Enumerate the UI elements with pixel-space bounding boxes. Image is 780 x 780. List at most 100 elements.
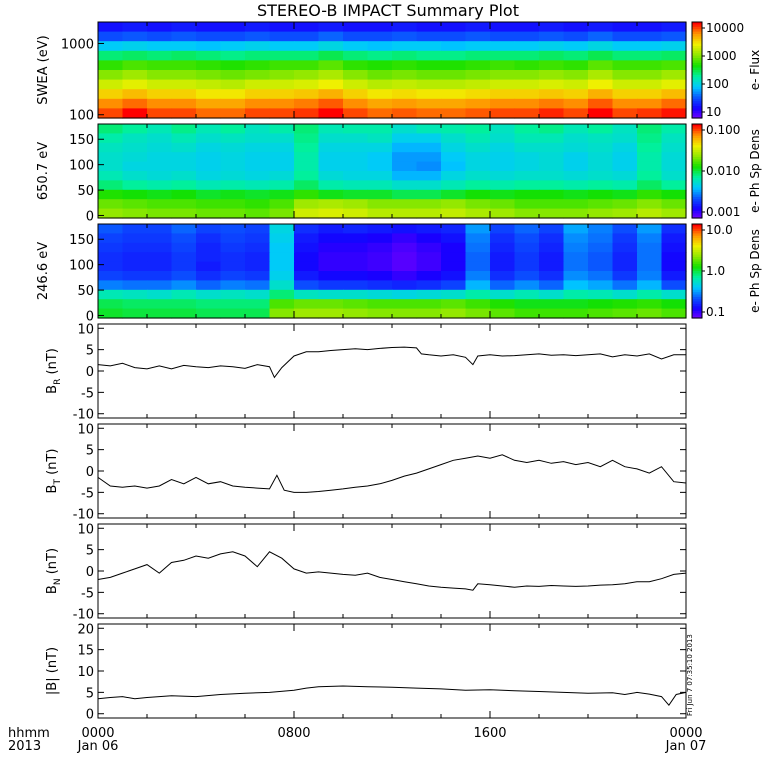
- heatmap-cell: [245, 50, 271, 61]
- heatmap-cell: [343, 180, 369, 191]
- heatmap-cell: [441, 271, 467, 281]
- heatmap-cell: [490, 271, 516, 281]
- heatmap-cell: [98, 233, 124, 244]
- heatmap-cell: [661, 189, 687, 200]
- y-tick-label: 5: [86, 544, 94, 559]
- heatmap-cell: [465, 189, 491, 200]
- heatmap-cell: [269, 70, 295, 81]
- colorbar-segment: [692, 245, 702, 249]
- heatmap-cell: [294, 133, 320, 144]
- colorbar-segment: [692, 67, 702, 71]
- heatmap-cell: [661, 31, 687, 42]
- heatmap-cell: [294, 108, 320, 119]
- heatmap-cell: [563, 22, 589, 33]
- heatmap-cell: [637, 189, 663, 200]
- heatmap-cell: [294, 208, 320, 219]
- heatmap-cell: [294, 233, 320, 244]
- heatmap-cell: [367, 199, 393, 210]
- panel-pad_650: 0.100 0.010 0.001 e- Ph Sp Dens 150 100 50 0 650…: [36, 123, 762, 224]
- heatmap-cell: [661, 89, 687, 100]
- heatmap-cell: [490, 299, 516, 310]
- heatmap-cell: [490, 98, 516, 109]
- heatmap-cell: [343, 161, 369, 172]
- heatmap-cell: [539, 22, 565, 33]
- y-label-subscript: T: [53, 479, 63, 486]
- heatmap-cell: [343, 98, 369, 109]
- y-tick-label: 0: [86, 209, 94, 224]
- heatmap-cell: [220, 70, 246, 81]
- colorbar-segment: [692, 101, 702, 105]
- heatmap-cell: [637, 161, 663, 172]
- heatmap-cell: [245, 242, 271, 253]
- heatmap-cell: [367, 98, 393, 109]
- heatmap-cell: [245, 89, 271, 100]
- heatmap-cell: [343, 189, 369, 200]
- y-tick-label: 10: [77, 422, 94, 437]
- heatmap-cell: [588, 124, 614, 134]
- heatmap-cell: [392, 271, 418, 281]
- colorbar-segment: [692, 242, 702, 246]
- heatmap-cell: [367, 60, 393, 71]
- heatmap-cell: [465, 308, 491, 319]
- heatmap-cell: [196, 242, 222, 253]
- colorbar-segment: [692, 296, 702, 300]
- heatmap-cell: [343, 289, 369, 300]
- heatmap-cell: [465, 79, 491, 90]
- heatmap-cell: [147, 171, 173, 181]
- heatmap-cell: [147, 108, 173, 119]
- colorbar-segment: [692, 287, 702, 291]
- heatmap-cell: [122, 41, 148, 52]
- heatmap-cell: [612, 124, 638, 134]
- heatmap-cell: [147, 242, 173, 253]
- heatmap-cell: [441, 142, 467, 153]
- heatmap-cell: [269, 242, 295, 253]
- heatmap-cell: [612, 189, 638, 200]
- heatmap-cell: [563, 208, 589, 219]
- heatmap-cell: [392, 280, 418, 291]
- colorbar-segment: [692, 166, 702, 170]
- heatmap-cell: [245, 22, 271, 33]
- heatmap-cell: [98, 108, 124, 119]
- heatmap-cell: [392, 31, 418, 42]
- heatmap-cell: [98, 180, 124, 191]
- heatmap-cell: [122, 224, 148, 234]
- heatmap-cell: [416, 189, 442, 200]
- heatmap-cell: [514, 252, 540, 263]
- colorbar-tick-label: 10.0: [706, 223, 733, 237]
- heatmap-cell: [563, 199, 589, 210]
- heatmap-cell: [220, 289, 246, 300]
- heatmap-cell: [612, 133, 638, 144]
- heatmap-cell: [539, 199, 565, 210]
- heatmap-cell: [490, 308, 516, 319]
- heatmap-cell: [269, 31, 295, 42]
- heatmap-cell: [269, 180, 295, 191]
- heatmap-cell: [563, 108, 589, 119]
- heatmap-cell: [98, 41, 124, 52]
- heatmap-cell: [514, 171, 540, 181]
- heatmap-cell: [220, 299, 246, 310]
- heatmap-cell: [661, 180, 687, 191]
- timestamp-stamp: Fri Jun 7 07:35:10 2013: [686, 634, 694, 716]
- heatmap-cell: [367, 41, 393, 52]
- panel-bn: 10 5 0 -5 -10 BN (nT): [45, 522, 687, 623]
- heatmap-cell: [514, 79, 540, 90]
- heatmap-cell: [514, 308, 540, 319]
- heatmap-cell: [441, 224, 467, 234]
- heatmap-cell: [637, 70, 663, 81]
- heatmap-cell: [490, 142, 516, 153]
- heatmap-cell: [465, 299, 491, 310]
- colorbar-segment: [692, 226, 702, 230]
- heatmap-cell: [245, 41, 271, 52]
- heatmap-cell: [563, 224, 589, 234]
- heatmap-cell: [171, 242, 197, 253]
- heatmap-cell: [343, 152, 369, 163]
- heatmap-cell: [392, 233, 418, 244]
- heatmap-cell: [269, 224, 295, 234]
- heatmap-cell: [343, 79, 369, 90]
- heatmap-cell: [416, 70, 442, 81]
- heatmap-cell: [343, 41, 369, 52]
- colorbar-segment: [692, 152, 702, 156]
- heatmap-cell: [220, 261, 246, 272]
